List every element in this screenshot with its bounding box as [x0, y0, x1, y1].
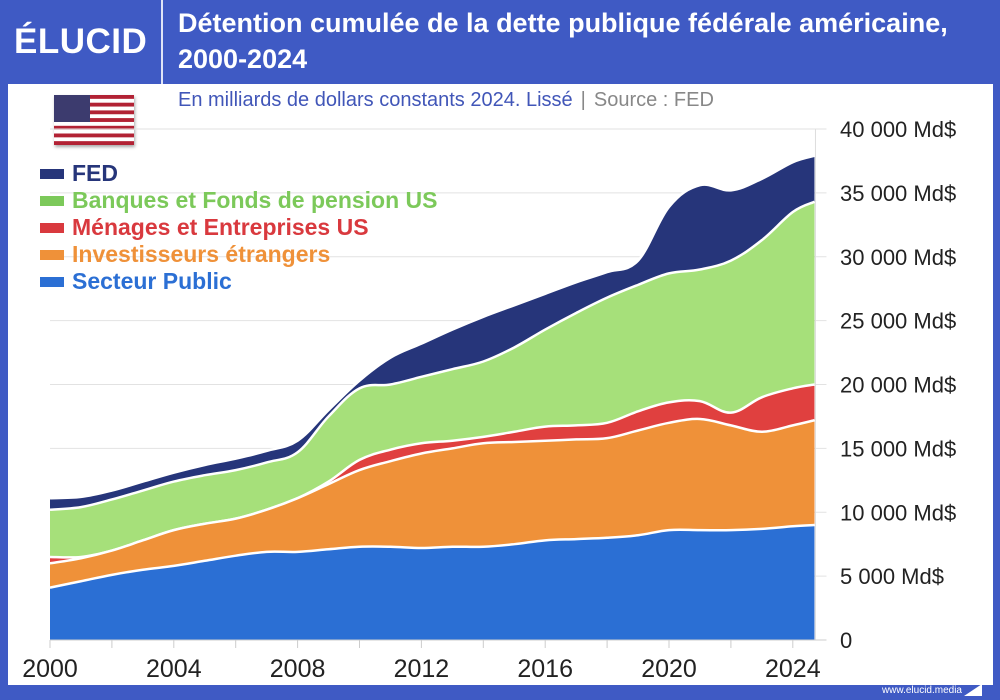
legend-item: Secteur Public [40, 268, 437, 295]
us-flag-icon [54, 95, 134, 145]
legend: FED Banques et Fonds de pension US Ménages… [40, 160, 437, 295]
area-edge-banques-et-fonds-de-pension-us [49, 200, 815, 511]
x-tick-label: 2004 [146, 655, 202, 683]
legend-label: Banques et Fonds de pension US [72, 187, 438, 213]
legend-label: FED [72, 160, 118, 186]
y-tick-label: 0 [840, 628, 852, 653]
legend-label: Ménages et Entreprises US [72, 214, 369, 240]
y-tick-label: 15 000 Md$ [840, 436, 956, 461]
x-tick-label: 2024 [765, 655, 821, 683]
legend-item: FED [40, 160, 437, 187]
legend-label: Secteur Public [72, 268, 232, 294]
y-tick-label: 20 000 Md$ [840, 373, 956, 398]
legend-item: Banques et Fonds de pension US [40, 187, 437, 214]
area-edge-secteur-public [49, 523, 815, 589]
legend-swatch [40, 168, 64, 179]
y-tick-label: 5 000 Md$ [840, 564, 944, 589]
y-tick-label: 10 000 Md$ [840, 500, 956, 525]
y-tick-label: 35 000 Md$ [840, 181, 956, 206]
x-tick-label: 2012 [394, 655, 450, 683]
legend-label: Investisseurs étrangers [72, 241, 331, 267]
header: ÉLUCID Détention cumulée de la dette pub… [0, 0, 1000, 84]
legend-item: Ménages et Entreprises US [40, 214, 437, 241]
chart-subtitle: En milliards de dollars constants 2024. … [178, 89, 714, 111]
x-tick-label: 2016 [517, 655, 573, 683]
legend-swatch [40, 249, 64, 260]
area-edge-fed [49, 154, 815, 500]
x-tick-label: 2000 [22, 655, 78, 683]
area-edge-investisseurs-etrangers [49, 417, 815, 565]
subtitle-text: En milliards de dollars constants 2024. … [178, 89, 573, 111]
legend-item: Investisseurs étrangers [40, 241, 437, 268]
elucid-mark-icon [964, 684, 982, 696]
footer-url: www.elucid.media [881, 685, 962, 696]
legend-swatch [40, 276, 64, 287]
elucid-logo: ÉLUCID [14, 22, 148, 61]
y-tick-label: 25 000 Md$ [840, 309, 956, 334]
source-text: Source : FED [593, 89, 714, 111]
x-tick-label: 2020 [641, 655, 697, 683]
chart-title: Détention cumulée de la dette publique f… [178, 8, 948, 74]
y-tick-label: 40 000 Md$ [840, 117, 956, 142]
area-secteur-public [50, 525, 815, 640]
legend-swatch [40, 195, 64, 206]
x-tick-label: 2008 [270, 655, 326, 683]
y-tick-label: 30 000 Md$ [840, 245, 956, 270]
legend-swatch [40, 222, 64, 233]
header-divider [161, 0, 163, 84]
